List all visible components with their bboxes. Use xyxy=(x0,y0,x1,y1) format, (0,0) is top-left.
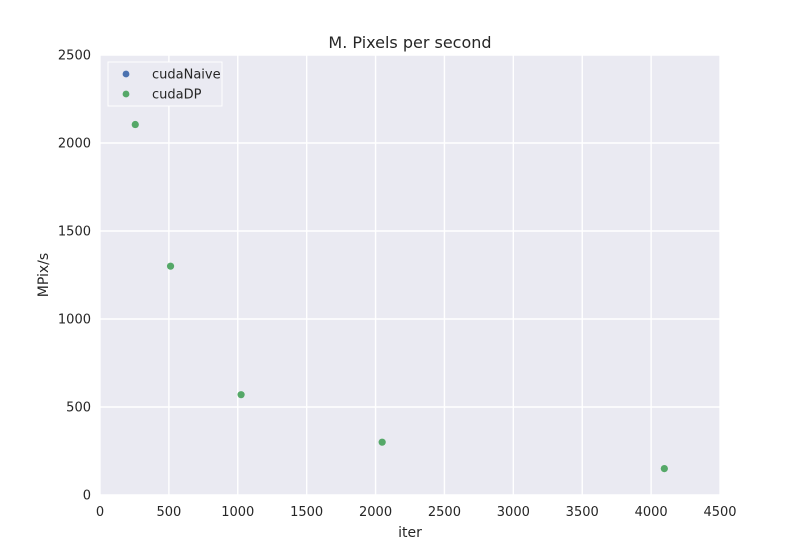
gridlines xyxy=(99,54,721,496)
y-tick-label: 500 xyxy=(66,401,91,416)
y-axis-label: MPix/s xyxy=(36,253,52,297)
y-tick-label: 1500 xyxy=(58,225,91,240)
data-point xyxy=(237,391,245,399)
plot-area xyxy=(100,55,720,495)
data-point xyxy=(378,438,386,446)
legend-label: cudaDP xyxy=(152,88,202,103)
x-tick-label: 0 xyxy=(96,505,104,520)
x-tick-label: 1000 xyxy=(221,505,254,520)
y-tick-label: 1000 xyxy=(58,313,91,328)
data-point xyxy=(660,465,668,473)
x-tick-label: 4000 xyxy=(635,505,668,520)
data-points xyxy=(131,120,668,473)
x-tick-label: 3500 xyxy=(566,505,599,520)
x-tick-label: 4500 xyxy=(703,505,736,520)
y-tick-label: 0 xyxy=(83,489,91,504)
tick-labels: 0 500 1000 1500 2000 2500 3000 3500 4000 4500 0 500… xyxy=(58,49,737,521)
x-tick-label: 3000 xyxy=(497,505,530,520)
y-tick-label: 2000 xyxy=(58,137,91,152)
data-point xyxy=(166,262,175,270)
x-tick-label: 1500 xyxy=(290,505,323,520)
x-tick-label: 2500 xyxy=(428,505,461,520)
legend: cudaNaive cudaDP xyxy=(107,61,223,107)
x-axis-label: iter xyxy=(398,525,422,541)
x-tick-label: 500 xyxy=(156,505,181,520)
legend-box xyxy=(107,61,223,107)
legend-marker xyxy=(122,70,130,78)
x-tick-label: 2000 xyxy=(359,505,392,520)
y-tick-label: 2500 xyxy=(58,49,91,64)
data-point xyxy=(131,120,139,129)
legend-marker xyxy=(122,90,130,98)
chart-title: M. Pixels per second xyxy=(328,33,491,52)
legend-label: cudaNaive xyxy=(152,68,221,83)
